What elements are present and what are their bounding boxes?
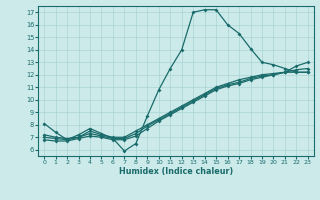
X-axis label: Humidex (Indice chaleur): Humidex (Indice chaleur)	[119, 167, 233, 176]
